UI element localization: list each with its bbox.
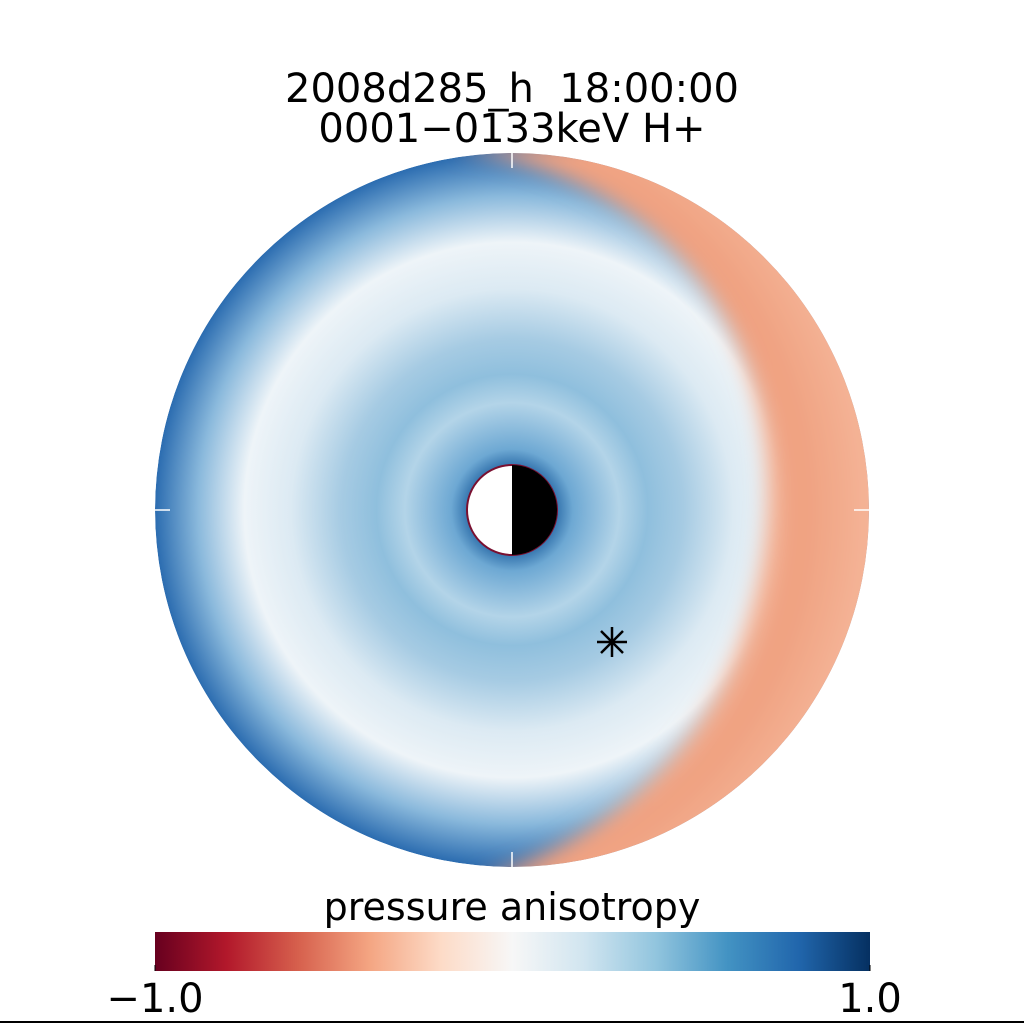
colorbar-label: pressure anisotropy bbox=[324, 885, 701, 929]
chart-title: 2008d285_h 18:00:00 bbox=[285, 66, 739, 112]
colorbar-gradient bbox=[155, 932, 870, 971]
colorbar: −1.0 1.0 bbox=[106, 932, 902, 1022]
colorbar-tick-label: 1.0 bbox=[838, 976, 902, 1022]
satellite-marker bbox=[597, 627, 627, 657]
chart-subtitle: 0001−0133keV H+ bbox=[318, 106, 705, 152]
disk-ticks bbox=[155, 153, 869, 867]
colorbar-tick-label: −1.0 bbox=[106, 976, 203, 1022]
earth bbox=[466, 464, 558, 556]
